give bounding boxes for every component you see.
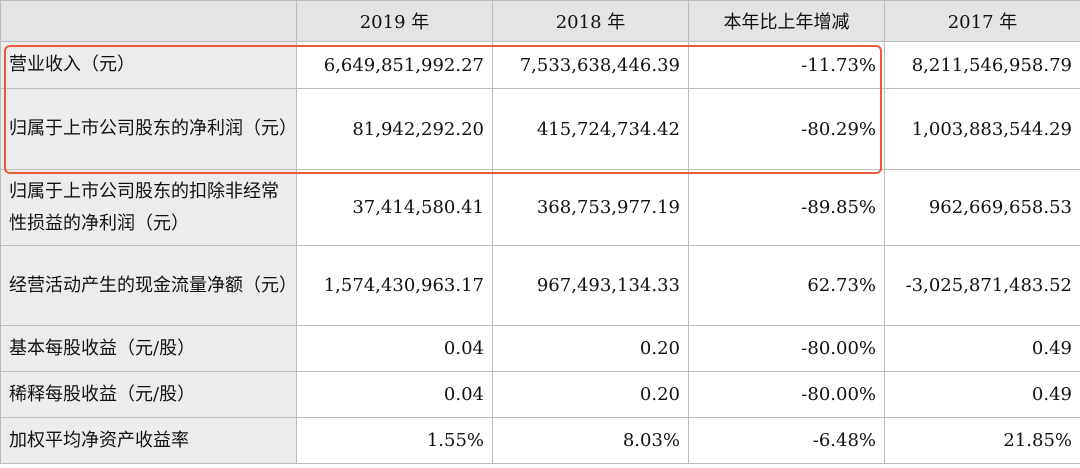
cell-change: -89.85% xyxy=(688,169,885,246)
cell-2019: 6,649,851,992.27 xyxy=(296,41,493,89)
cell-2017: 1,003,883,544.29 xyxy=(884,88,1080,170)
cell-2019: 0.04 xyxy=(296,325,493,372)
header-cell-2018: 2018 年 xyxy=(492,0,689,42)
header-cell-change: 本年比上年增减 xyxy=(688,0,885,42)
cell-2019: 37,414,580.41 xyxy=(296,169,493,246)
cell-2018: 368,753,977.19 xyxy=(492,169,689,246)
cell-2017: -3,025,871,483.52 xyxy=(884,245,1080,326)
row-label: 稀释每股收益（元/股） xyxy=(0,371,297,418)
row-label: 归属于上市公司股东的扣除非经常性损益的净利润（元） xyxy=(0,169,297,246)
row-label: 归属于上市公司股东的净利润（元） xyxy=(0,88,297,170)
cell-2019: 1,574,430,963.17 xyxy=(296,245,493,326)
cell-2018: 8.03% xyxy=(492,417,689,464)
cell-change: -80.00% xyxy=(688,371,885,418)
cell-2018: 7,533,638,446.39 xyxy=(492,41,689,89)
header-cell-label xyxy=(0,0,297,42)
cell-change: -80.29% xyxy=(688,88,885,170)
cell-2018: 967,493,134.33 xyxy=(492,245,689,326)
row-label: 营业收入（元） xyxy=(0,41,297,89)
cell-2019: 1.55% xyxy=(296,417,493,464)
header-row: 2019 年 2018 年 本年比上年增减 2017 年 xyxy=(0,0,1080,42)
cell-change: -11.73% xyxy=(688,41,885,89)
cell-change: 62.73% xyxy=(688,245,885,326)
cell-2017: 8,211,546,958.79 xyxy=(884,41,1080,89)
cell-change: -6.48% xyxy=(688,417,885,464)
table-row: 经营活动产生的现金流量净额（元） 1,574,430,963.17 967,49… xyxy=(0,245,1080,326)
cell-2019: 0.04 xyxy=(296,371,493,418)
table-row: 基本每股收益（元/股） 0.04 0.20 -80.00% 0.49 xyxy=(0,325,1080,372)
table-row: 归属于上市公司股东的净利润（元） 81,942,292.20 415,724,7… xyxy=(0,88,1080,170)
row-label: 加权平均净资产收益率 xyxy=(0,417,297,464)
row-label: 经营活动产生的现金流量净额（元） xyxy=(0,245,297,326)
row-label: 基本每股收益（元/股） xyxy=(0,325,297,372)
cell-change: -80.00% xyxy=(688,325,885,372)
header-cell-2019: 2019 年 xyxy=(296,0,493,42)
cell-2018: 0.20 xyxy=(492,371,689,418)
table-row: 加权平均净资产收益率 1.55% 8.03% -6.48% 21.85% xyxy=(0,417,1080,464)
cell-2017: 0.49 xyxy=(884,325,1080,372)
cell-2018: 0.20 xyxy=(492,325,689,372)
cell-2017: 0.49 xyxy=(884,371,1080,418)
cell-2019: 81,942,292.20 xyxy=(296,88,493,170)
table-row: 归属于上市公司股东的扣除非经常性损益的净利润（元） 37,414,580.41 … xyxy=(0,169,1080,246)
cell-2017: 21.85% xyxy=(884,417,1080,464)
table-row: 稀释每股收益（元/股） 0.04 0.20 -80.00% 0.49 xyxy=(0,371,1080,418)
cell-2018: 415,724,734.42 xyxy=(492,88,689,170)
cell-2017: 962,669,658.53 xyxy=(884,169,1080,246)
header-cell-2017: 2017 年 xyxy=(884,0,1080,42)
table-row: 营业收入（元） 6,649,851,992.27 7,533,638,446.3… xyxy=(0,41,1080,89)
